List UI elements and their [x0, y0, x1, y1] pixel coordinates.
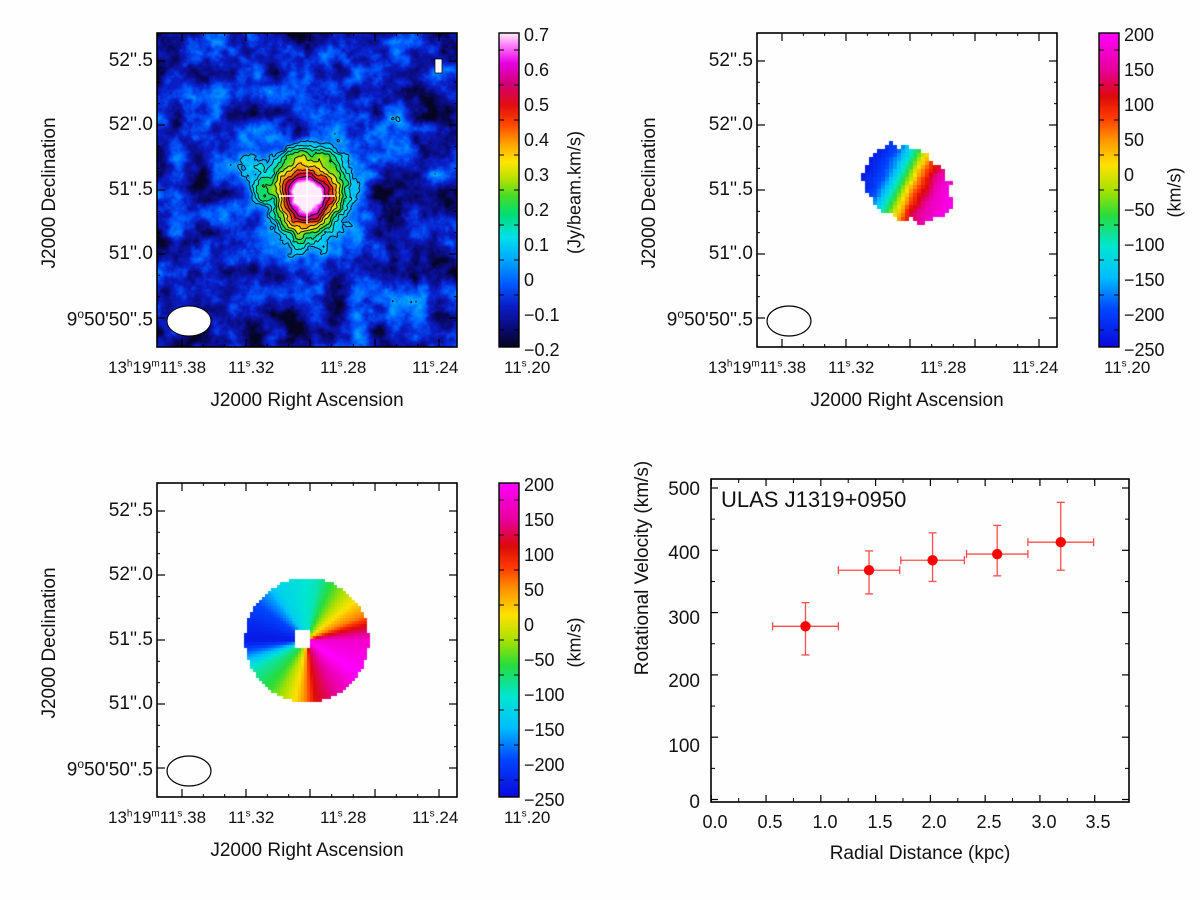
svg-text:ULAS J1319+0950: ULAS J1319+0950	[721, 487, 906, 512]
